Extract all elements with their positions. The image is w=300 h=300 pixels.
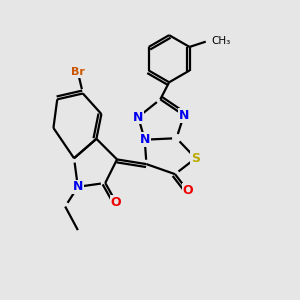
Text: N: N [179,109,189,122]
Text: S: S [191,152,200,165]
Text: O: O [111,196,122,209]
Text: N: N [133,110,143,124]
Text: O: O [182,184,193,197]
Text: N: N [140,133,150,146]
Text: Br: Br [71,67,85,77]
Text: CH₃: CH₃ [211,36,230,46]
Text: N: N [73,180,83,193]
